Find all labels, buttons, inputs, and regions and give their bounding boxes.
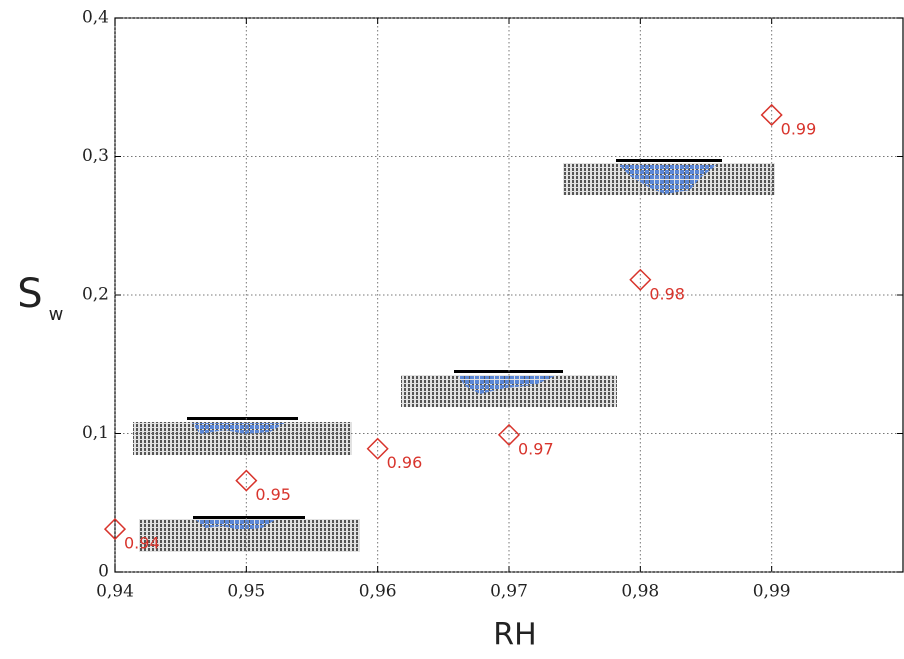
data-point <box>103 518 127 541</box>
data-point <box>235 469 258 492</box>
y-axis-label: S <box>17 271 42 317</box>
point-label: 0.99 <box>781 119 817 138</box>
y-tick-label: 0,2 <box>82 285 109 305</box>
y-axis-label-subscript: w <box>49 304 64 325</box>
y-tick-label: 0,4 <box>82 8 109 28</box>
data-point <box>497 423 521 446</box>
point-label: 0.96 <box>387 453 423 472</box>
point-label: 0.97 <box>518 439 554 458</box>
inset-bar <box>193 516 305 519</box>
point-label: 0.98 <box>649 284 685 303</box>
water-phase <box>196 520 275 530</box>
inset-images <box>133 159 775 552</box>
data-point <box>760 103 783 127</box>
y-tick-label: 0,3 <box>82 146 109 166</box>
x-axis-label: RH <box>493 618 536 653</box>
point-label: 0.94 <box>124 534 160 553</box>
inset-bar <box>187 417 298 420</box>
x-tick-label: 0,95 <box>227 582 265 602</box>
data-point <box>629 268 652 291</box>
x-tick-label: 0,94 <box>96 582 134 602</box>
x-tick-label: 0,99 <box>753 582 791 602</box>
y-tick-label: 0,1 <box>82 423 109 443</box>
data-point <box>366 437 389 460</box>
water-phase <box>192 423 285 434</box>
x-tick-label: 0,96 <box>359 582 397 602</box>
point-label: 0.95 <box>255 485 291 504</box>
x-tick-label: 0,97 <box>490 582 528 602</box>
x-tick-label: 0,98 <box>621 582 659 602</box>
inset-bar <box>616 159 722 162</box>
water-phase <box>618 164 718 194</box>
y-tick-label: 0 <box>98 562 109 582</box>
water-phase <box>458 376 555 394</box>
